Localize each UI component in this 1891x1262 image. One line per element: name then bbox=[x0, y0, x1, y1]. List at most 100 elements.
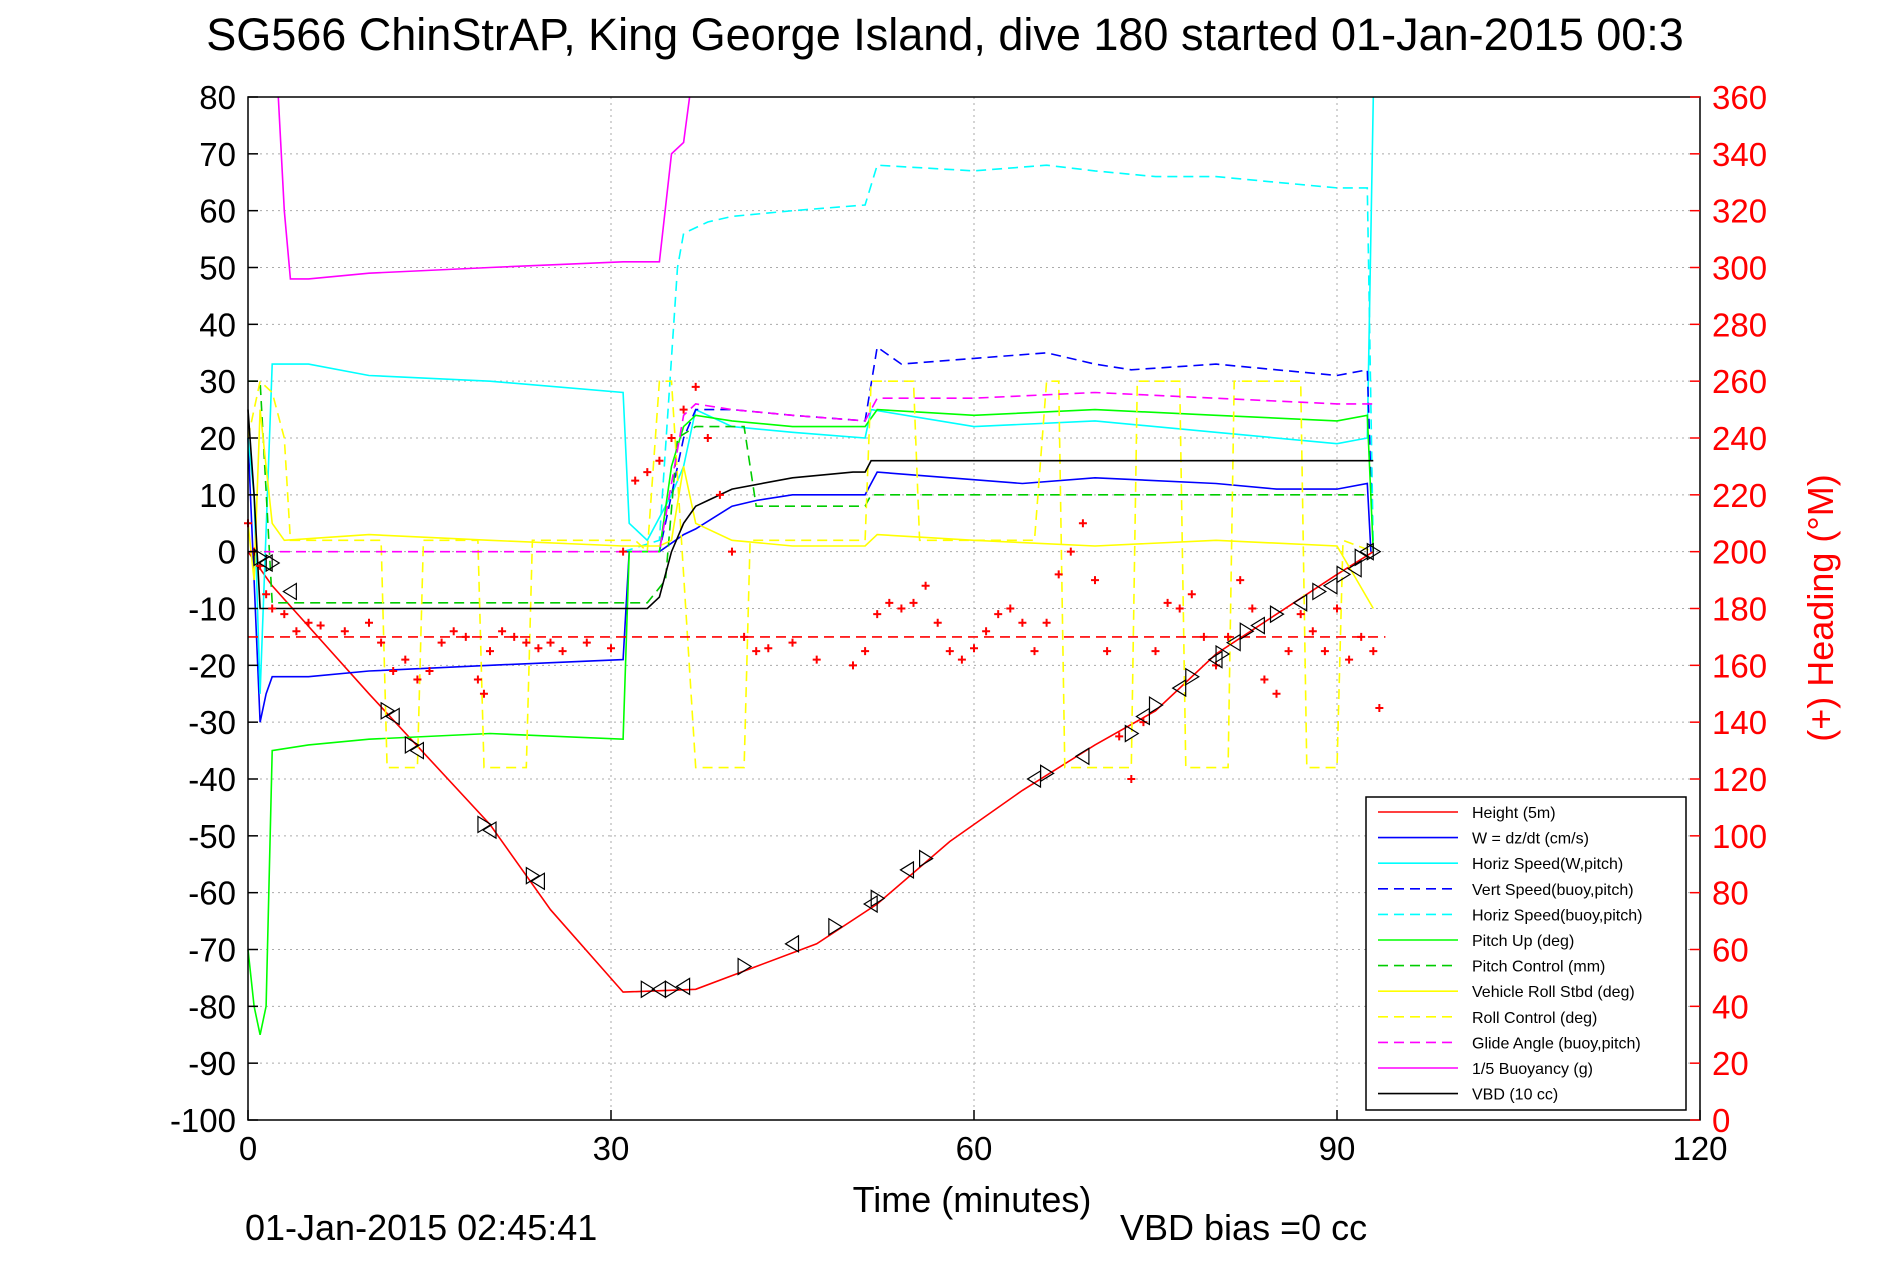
height-marker bbox=[1269, 605, 1285, 624]
legend-label: Horiz Speed(W,pitch) bbox=[1472, 856, 1623, 873]
heading-marker bbox=[1320, 647, 1329, 656]
heading-marker bbox=[715, 490, 724, 499]
series-line-6 bbox=[248, 380, 1374, 604]
series-line-3 bbox=[623, 345, 1375, 553]
height-marker bbox=[525, 866, 541, 885]
heading-marker bbox=[1127, 775, 1136, 783]
heading-marker bbox=[728, 547, 736, 556]
series-line-2 bbox=[247, 96, 1375, 694]
series-line-1 bbox=[247, 437, 1372, 723]
heading-marker bbox=[340, 627, 349, 636]
heading-marker bbox=[316, 621, 325, 630]
height-marker bbox=[899, 860, 915, 880]
y-right-tick-label: 220 bbox=[1712, 477, 1767, 514]
heading-marker bbox=[546, 638, 555, 647]
heading-marker bbox=[365, 618, 373, 627]
heading-marker bbox=[945, 647, 954, 656]
x-tick-label: 30 bbox=[593, 1130, 630, 1167]
y-right-tick-label: 240 bbox=[1712, 420, 1767, 457]
heading-marker bbox=[534, 644, 543, 653]
heading-marker bbox=[1260, 675, 1269, 684]
height-marker bbox=[1226, 633, 1241, 652]
heading-marker bbox=[703, 434, 712, 442]
height-marker bbox=[870, 889, 886, 908]
heading-marker bbox=[1175, 604, 1184, 613]
legend-label: Vehicle Roll Stbd (deg) bbox=[1472, 984, 1635, 1001]
heading-marker bbox=[582, 638, 591, 647]
y-right-tick-label: 80 bbox=[1712, 875, 1749, 912]
y-tick-label: -40 bbox=[188, 761, 236, 798]
heading-marker bbox=[262, 590, 271, 599]
height-marker bbox=[1354, 548, 1370, 567]
height-marker bbox=[1366, 542, 1382, 561]
x-axis-label: Time (minutes) bbox=[853, 1179, 1092, 1220]
marker-layer bbox=[244, 382, 1384, 999]
y-right-tick-label: 0 bbox=[1712, 1102, 1730, 1139]
height-marker bbox=[380, 701, 396, 720]
y-tick-label: 0 bbox=[218, 534, 236, 571]
series-line-9 bbox=[248, 391, 1374, 553]
grid-lines bbox=[248, 97, 1700, 1120]
right-axis-ticks: 3603403203002802602402202001801601401201… bbox=[1690, 79, 1767, 1139]
legend-label: Roll Control (deg) bbox=[1472, 1010, 1597, 1027]
height-marker bbox=[1171, 678, 1187, 698]
y-tick-label: 30 bbox=[199, 363, 236, 400]
y-right-tick-label: 300 bbox=[1712, 250, 1767, 287]
y-right-tick-label: 40 bbox=[1712, 988, 1749, 1025]
series-line-7 bbox=[247, 409, 1374, 609]
height-marker bbox=[530, 872, 545, 891]
bottom-axis-ticks: 0 30 60 90 120 bbox=[239, 1110, 1728, 1167]
y-right-tick-label: 180 bbox=[1712, 591, 1767, 628]
height-marker bbox=[1292, 593, 1308, 612]
heading-marker bbox=[413, 675, 422, 684]
y-right-tick-label: 160 bbox=[1712, 647, 1767, 684]
height-marker bbox=[1074, 747, 1090, 766]
legend-label: VBD (10 cc) bbox=[1472, 1087, 1558, 1104]
heading-marker bbox=[1296, 610, 1305, 619]
y-tick-label: 20 bbox=[199, 420, 236, 457]
heading-marker bbox=[655, 456, 664, 465]
heading-marker bbox=[631, 476, 640, 485]
height-marker bbox=[282, 582, 297, 601]
heading-marker bbox=[1345, 655, 1354, 664]
series-line-10 bbox=[277, 96, 691, 280]
y-tick-label: -20 bbox=[188, 647, 236, 684]
heading-marker bbox=[1284, 647, 1293, 656]
y-tick-label: -100 bbox=[170, 1102, 236, 1139]
heading-marker bbox=[619, 547, 628, 556]
height-marker bbox=[481, 821, 497, 840]
y-right-tick-label: 120 bbox=[1712, 761, 1767, 798]
y-tick-label: -80 bbox=[188, 988, 236, 1025]
heading-marker bbox=[679, 405, 688, 414]
legend-label: Horiz Speed(buoy,pitch) bbox=[1472, 907, 1642, 924]
y-tick-label: 60 bbox=[199, 193, 236, 230]
heading-marker bbox=[764, 644, 773, 653]
height-marker bbox=[409, 741, 424, 760]
y-right-tick-label: 280 bbox=[1712, 306, 1767, 343]
legend-box bbox=[1365, 796, 1687, 1111]
heading-marker bbox=[933, 618, 942, 627]
height-marker bbox=[784, 934, 800, 953]
heading-marker bbox=[1006, 604, 1015, 613]
height-marker bbox=[385, 707, 400, 726]
heading-marker bbox=[437, 638, 446, 647]
heading-marker bbox=[268, 604, 277, 613]
heading-marker bbox=[1103, 647, 1112, 656]
y-tick-label: 40 bbox=[199, 306, 236, 343]
heading-marker bbox=[1248, 604, 1257, 613]
heading-marker bbox=[1091, 576, 1099, 585]
y-right-tick-label: 100 bbox=[1712, 818, 1767, 855]
heading-marker bbox=[304, 618, 313, 627]
heading-marker bbox=[957, 655, 966, 664]
height-marker bbox=[253, 548, 269, 567]
heading-marker bbox=[1163, 598, 1172, 607]
y-right-tick-label: 140 bbox=[1712, 704, 1767, 741]
series-line-0 bbox=[247, 551, 1374, 993]
height-marker bbox=[1124, 724, 1140, 743]
y-tick-label: -60 bbox=[188, 875, 236, 912]
height-marker bbox=[265, 553, 281, 573]
x-tick-label: 0 bbox=[239, 1130, 257, 1167]
heading-marker bbox=[1151, 647, 1160, 656]
heading-marker bbox=[292, 627, 301, 636]
y-tick-label: 10 bbox=[199, 477, 236, 514]
